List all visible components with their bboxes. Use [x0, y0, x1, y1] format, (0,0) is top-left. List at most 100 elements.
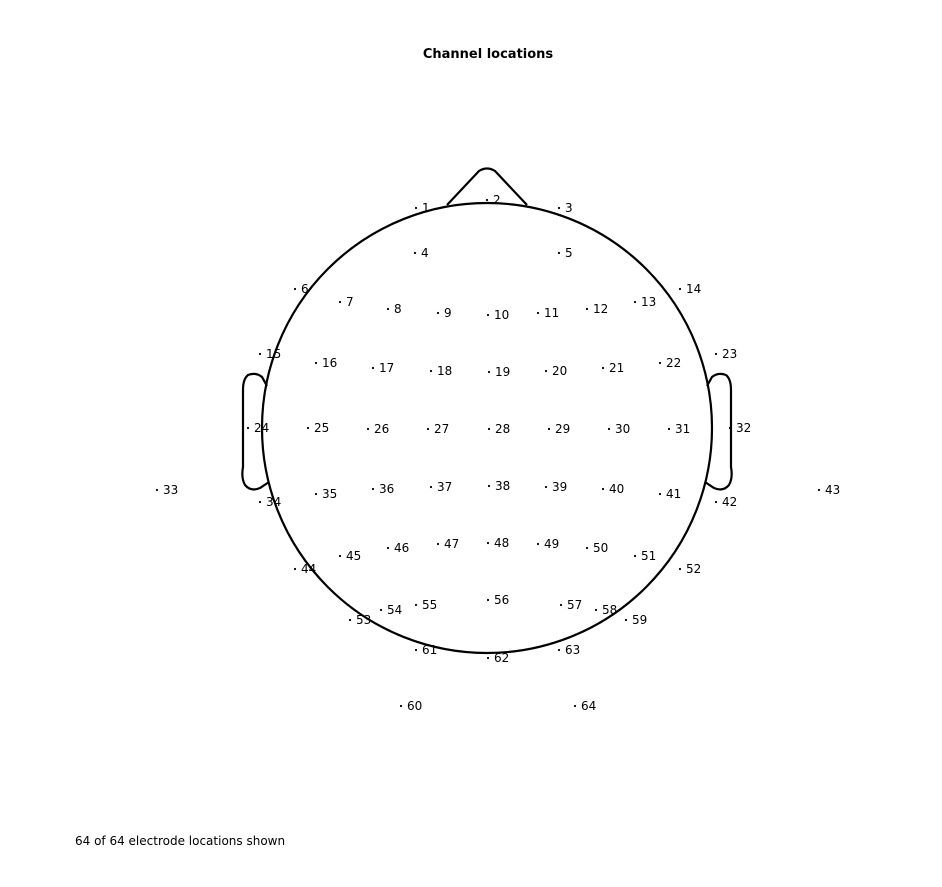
electrode-31: 31 [667, 422, 690, 436]
electrode-label: 9 [444, 306, 452, 320]
electrode-36: 36 [371, 482, 394, 496]
electrode-16: 16 [314, 356, 337, 370]
electrode-marker [601, 366, 605, 370]
electrode-label: 56 [494, 593, 509, 607]
electrode-label: 31 [675, 422, 690, 436]
nose [446, 167, 528, 206]
electrode-label: 60 [407, 699, 422, 713]
electrode-label: 17 [379, 361, 394, 375]
electrode-label: 33 [163, 483, 178, 497]
electrode-marker [678, 287, 682, 291]
electrode-marker [633, 554, 637, 558]
left-ear [241, 372, 270, 491]
right-ear [704, 372, 733, 491]
electrode-label: 19 [495, 365, 510, 379]
electrode-marker [667, 427, 671, 431]
electrode-56: 56 [486, 593, 509, 607]
electrode-64: 64 [573, 699, 596, 713]
electrode-label: 27 [434, 422, 449, 436]
electrode-marker [436, 311, 440, 315]
electrode-12: 12 [585, 302, 608, 316]
electrode-marker [487, 427, 491, 431]
electrode-label: 61 [422, 643, 437, 657]
electrode-label: 34 [266, 495, 281, 509]
electrode-label: 52 [686, 562, 701, 576]
electrode-label: 23 [722, 347, 737, 361]
electrode-marker [379, 608, 383, 612]
electrode-marker [624, 618, 628, 622]
electrode-5: 5 [557, 246, 573, 260]
electrode-26: 26 [366, 422, 389, 436]
electrode-label: 63 [565, 643, 580, 657]
electrode-label: 18 [437, 364, 452, 378]
electrode-marker [817, 488, 821, 492]
electrode-marker [436, 542, 440, 546]
electrode-label: 20 [552, 364, 567, 378]
electrode-marker [633, 300, 637, 304]
electrode-46: 46 [386, 541, 409, 555]
electrode-marker [607, 427, 611, 431]
electrode-label: 8 [394, 302, 402, 316]
electrode-label: 45 [346, 549, 361, 563]
electrode-label: 62 [494, 651, 509, 665]
electrode-marker [414, 603, 418, 607]
electrode-label: 26 [374, 422, 389, 436]
electrode-label: 16 [322, 356, 337, 370]
electrode-marker [258, 352, 262, 356]
electrode-label: 6 [301, 282, 309, 296]
electrode-count-status: 64 of 64 electrode locations shown [75, 834, 286, 848]
electrode-label: 51 [641, 549, 656, 563]
electrode-label: 10 [494, 308, 509, 322]
electrode-9: 9 [436, 306, 452, 320]
electrode-43: 43 [817, 483, 840, 497]
electrode-marker [386, 546, 390, 550]
electrode-53: 53 [348, 613, 371, 627]
electrode-32: 32 [728, 421, 751, 435]
electrode-label: 30 [615, 422, 630, 436]
electrode-61: 61 [414, 643, 437, 657]
electrode-62: 62 [486, 651, 509, 665]
electrode-marker [714, 500, 718, 504]
electrode-marker [714, 352, 718, 356]
electrode-48: 48 [486, 536, 509, 550]
electrode-14: 14 [678, 282, 701, 296]
electrode-label: 54 [387, 603, 402, 617]
electrode-label: 58 [602, 603, 617, 617]
electrode-1: 1 [414, 201, 430, 215]
electrode-label: 46 [394, 541, 409, 555]
electrode-marker [348, 618, 352, 622]
electrode-57: 57 [559, 598, 582, 612]
electrode-label: 47 [444, 537, 459, 551]
electrode-55: 55 [414, 598, 437, 612]
electrode-label: 1 [422, 201, 430, 215]
electrode-marker [306, 426, 310, 430]
electrode-3: 3 [557, 201, 573, 215]
electrode-27: 27 [426, 422, 449, 436]
electrode-41: 41 [658, 487, 681, 501]
electrode-label: 38 [495, 479, 510, 493]
electrode-marker [371, 366, 375, 370]
electrode-label: 12 [593, 302, 608, 316]
electrode-23: 23 [714, 347, 737, 361]
electrode-29: 29 [547, 422, 570, 436]
electrode-marker [338, 554, 342, 558]
electrode-label: 41 [666, 487, 681, 501]
electrode-38: 38 [487, 479, 510, 493]
electrode-47: 47 [436, 537, 459, 551]
electrode-marker [585, 307, 589, 311]
electrode-marker [293, 567, 297, 571]
electrode-marker [155, 488, 159, 492]
electrode-28: 28 [487, 422, 510, 436]
electrode-33: 33 [155, 483, 178, 497]
electrode-label: 55 [422, 598, 437, 612]
electrode-marker [426, 427, 430, 431]
electrode-marker [557, 206, 561, 210]
electrode-marker [429, 485, 433, 489]
electrode-marker [728, 426, 732, 430]
electrode-39: 39 [544, 480, 567, 494]
electrode-marker [486, 541, 490, 545]
electrode-marker [486, 598, 490, 602]
electrode-marker [559, 603, 563, 607]
electrode-58: 58 [594, 603, 617, 617]
